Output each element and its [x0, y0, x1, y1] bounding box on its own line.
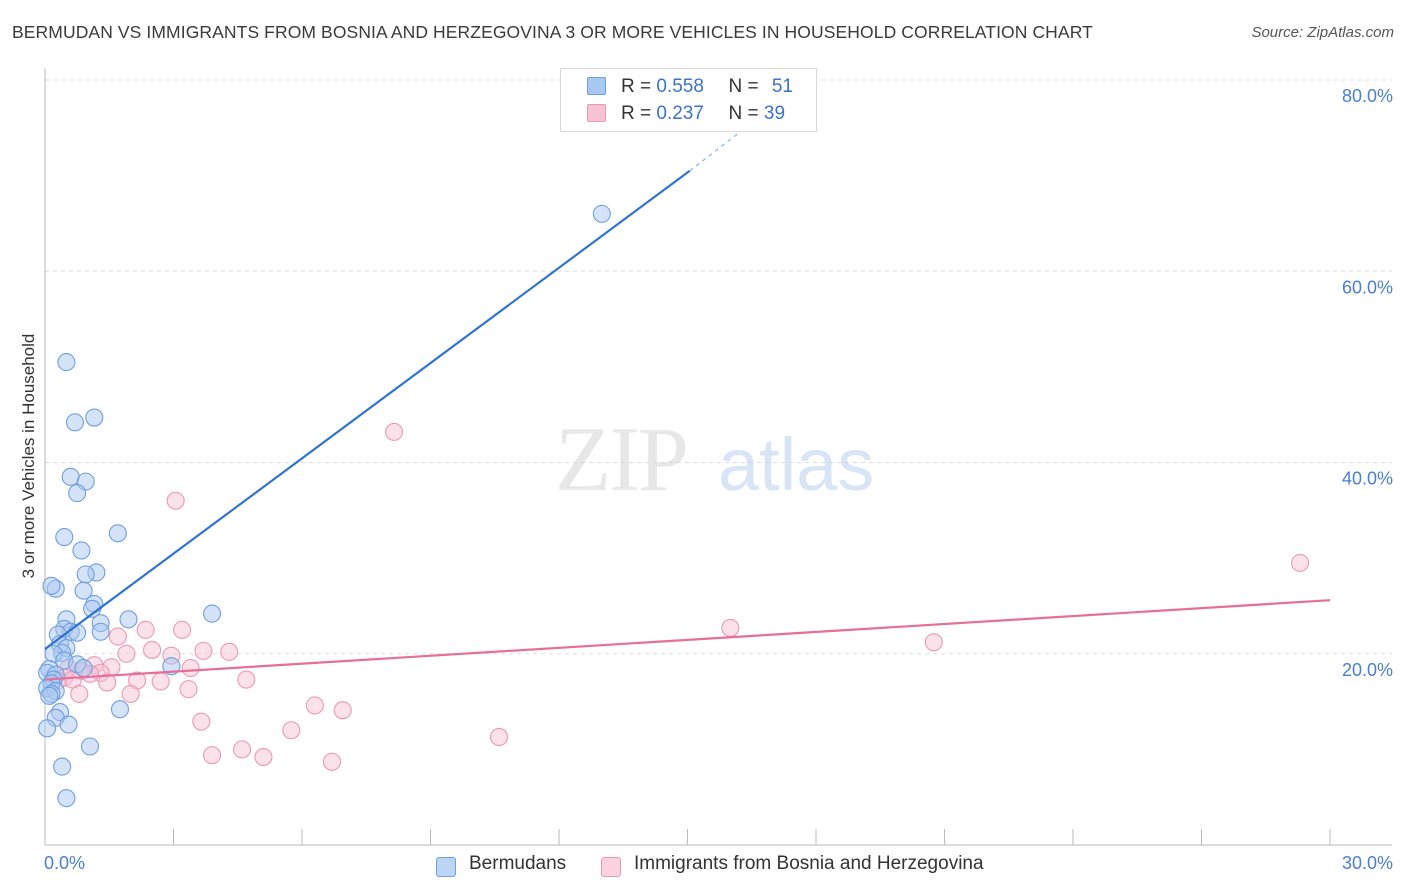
data-point-bermudans	[74, 581, 93, 600]
y-tick-label: 80.0%	[1342, 86, 1393, 106]
watermark-atlas: atlas	[718, 423, 874, 506]
data-point-bermudans	[80, 737, 100, 756]
data-point-bosnia	[166, 491, 185, 510]
y-tick-label: 20.0%	[1342, 660, 1393, 680]
trend-line-bosnia	[44, 599, 1331, 681]
grid-lines	[45, 79, 1392, 655]
legend-label-bosnia: Immigrants from Bosnia and Herzegovina	[634, 853, 984, 874]
data-point-bermudans	[65, 413, 85, 432]
data-point-bermudans	[57, 789, 76, 808]
data-point-bosnia	[237, 670, 256, 689]
data-point-bermudans	[76, 565, 95, 584]
legend-r-value: 0.237	[656, 103, 704, 124]
data-point-bosnia	[121, 684, 140, 703]
trend-lines	[44, 122, 1331, 681]
data-point-bosnia	[385, 422, 404, 441]
data-point-bosnia	[117, 644, 136, 663]
data-point-bermudans	[85, 408, 104, 427]
data-point-bosnia	[333, 701, 352, 720]
y-axis-label: 3 or more Vehicles in Household	[19, 334, 38, 579]
data-point-bosnia	[305, 696, 324, 715]
data-point-bosnia	[254, 747, 273, 767]
data-point-bosnia	[192, 712, 211, 731]
correlation-legend: R = 0.558 N = 51 R = 0.237 N = 39	[560, 68, 817, 132]
legend-swatch-blue	[436, 857, 456, 877]
legend-swatch-blue	[587, 77, 606, 95]
data-point-bermudans	[68, 484, 87, 503]
legend-swatch-pink	[601, 857, 621, 877]
legend-n-label: N =	[728, 76, 759, 97]
data-point-bermudans	[108, 524, 127, 543]
trend-line-bermudans	[44, 169, 691, 650]
legend-n-value: 51	[771, 76, 794, 97]
legend-n-value: 39	[763, 103, 786, 124]
data-point-bermudans	[38, 719, 57, 738]
legend-r-label: R =	[621, 76, 652, 97]
data-point-bosnia	[322, 752, 342, 771]
data-point-bermudans	[57, 353, 76, 372]
source-label: Source: ZipAtlas.com	[1251, 24, 1394, 41]
data-point-bermudans	[592, 204, 611, 223]
data-point-bermudans	[74, 659, 93, 678]
data-point-bermudans	[119, 610, 138, 629]
legend-r-label: R =	[621, 103, 652, 124]
data-point-bermudans	[55, 528, 74, 547]
data-point-bosnia	[232, 740, 252, 759]
watermark-zip: ZIP	[555, 408, 687, 510]
data-point-bermudans	[91, 622, 110, 641]
tick-labels: 20.0% 40.0% 60.0% 80.0% 0.0% 30.0%	[44, 86, 1393, 873]
data-point-bosnia	[151, 672, 170, 691]
axes	[44, 68, 1392, 846]
data-point-bermudans	[110, 700, 130, 719]
chart-title: BERMUDAN VS IMMIGRANTS FROM BOSNIA AND H…	[12, 22, 1093, 42]
data-point-bosnia	[721, 618, 740, 637]
y-tick-label: 40.0%	[1342, 469, 1393, 489]
series-pink-points	[48, 422, 1310, 771]
data-point-bosnia	[136, 620, 155, 639]
data-point-bermudans	[68, 623, 87, 642]
y-axis-label-group: 3 or more Vehicles in Household	[19, 334, 38, 579]
data-point-bosnia	[179, 680, 198, 699]
legend-r-value: 0.558	[656, 76, 704, 97]
data-point-bosnia	[181, 659, 200, 678]
data-point-bermudans	[203, 604, 222, 623]
watermark: ZIP atlas	[555, 408, 874, 510]
data-point-bosnia	[70, 684, 89, 703]
series-legend: Bermudans Immigrants from Bosnia and Her…	[0, 850, 1406, 880]
data-point-bermudans	[72, 541, 91, 560]
data-point-bosnia	[282, 721, 301, 740]
series-blue-points	[38, 204, 611, 808]
data-point-bermudans	[61, 467, 80, 486]
data-point-bosnia	[924, 633, 943, 652]
data-point-bosnia	[489, 727, 509, 746]
legend-swatch-pink	[587, 104, 606, 122]
data-point-bosnia	[98, 673, 117, 692]
data-point-bermudans	[59, 715, 78, 734]
data-point-bosnia	[108, 627, 127, 646]
data-point-bosnia	[194, 641, 213, 660]
data-point-bosnia	[203, 746, 222, 765]
data-point-bosnia	[173, 620, 192, 639]
legend-n-label: N =	[728, 103, 759, 124]
y-tick-label: 60.0%	[1342, 277, 1393, 297]
x-tick-label-min: 0.0%	[44, 853, 85, 873]
x-tick-label-max: 30.0%	[1342, 853, 1393, 873]
data-point-bosnia	[143, 640, 162, 659]
data-point-bermudans	[42, 576, 61, 595]
data-point-bosnia	[220, 642, 239, 661]
data-point-bosnia	[1290, 553, 1310, 572]
data-point-bermudans	[40, 686, 59, 705]
data-point-bermudans	[53, 757, 72, 776]
legend-label-bermudans: Bermudans	[469, 853, 567, 874]
